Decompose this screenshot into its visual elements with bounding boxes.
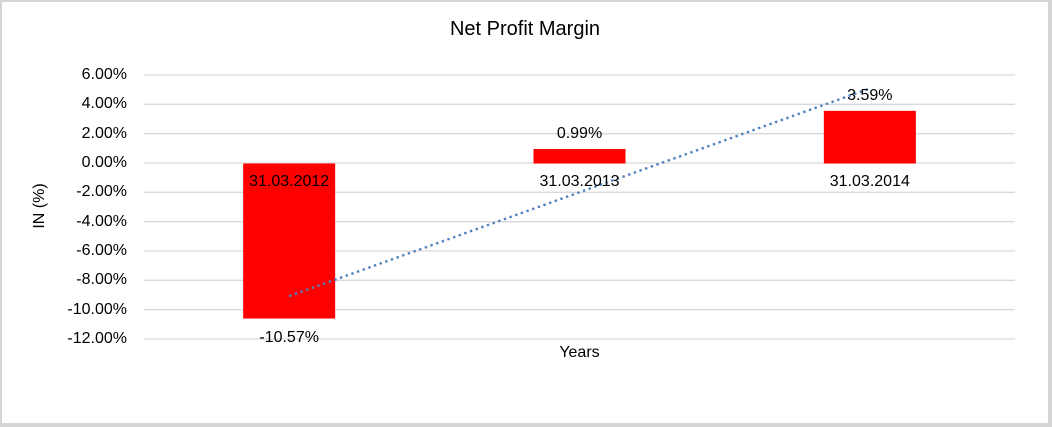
bar-31.03.2012 (243, 163, 336, 319)
y-tick-label: 6.00% (81, 66, 127, 83)
category-label: 31.03.2014 (829, 173, 910, 190)
y-tick-label: -12.00% (67, 330, 127, 347)
y-tick-label: -10.00% (67, 300, 127, 318)
y-tick-label: 2.00% (81, 124, 127, 142)
category-label: 31.03.2013 (539, 173, 620, 190)
linear-trendline (288, 87, 871, 298)
y-tick-label: -6.00% (76, 242, 127, 259)
x-axis-title: Years (559, 344, 600, 361)
data-label: -10.57% (259, 329, 319, 347)
bar-31.03.2013 (533, 148, 626, 164)
bar-series (243, 110, 916, 319)
y-tick-label: -2.00% (76, 183, 127, 201)
data-label: 3.59% (847, 87, 893, 105)
category-label: 31.03.2012 (249, 173, 330, 190)
chart-title: Net Profit Margin (449, 18, 601, 40)
bar-31.03.2014 (823, 110, 916, 164)
data-label: 0.99% (556, 125, 603, 143)
y-tick-label: 4.00% (81, 95, 127, 113)
trendline (288, 87, 871, 298)
y-tick-label: -8.00% (76, 271, 127, 289)
y-tick-label: 0.00% (81, 154, 127, 171)
y-tick-label: -4.00% (76, 212, 127, 230)
